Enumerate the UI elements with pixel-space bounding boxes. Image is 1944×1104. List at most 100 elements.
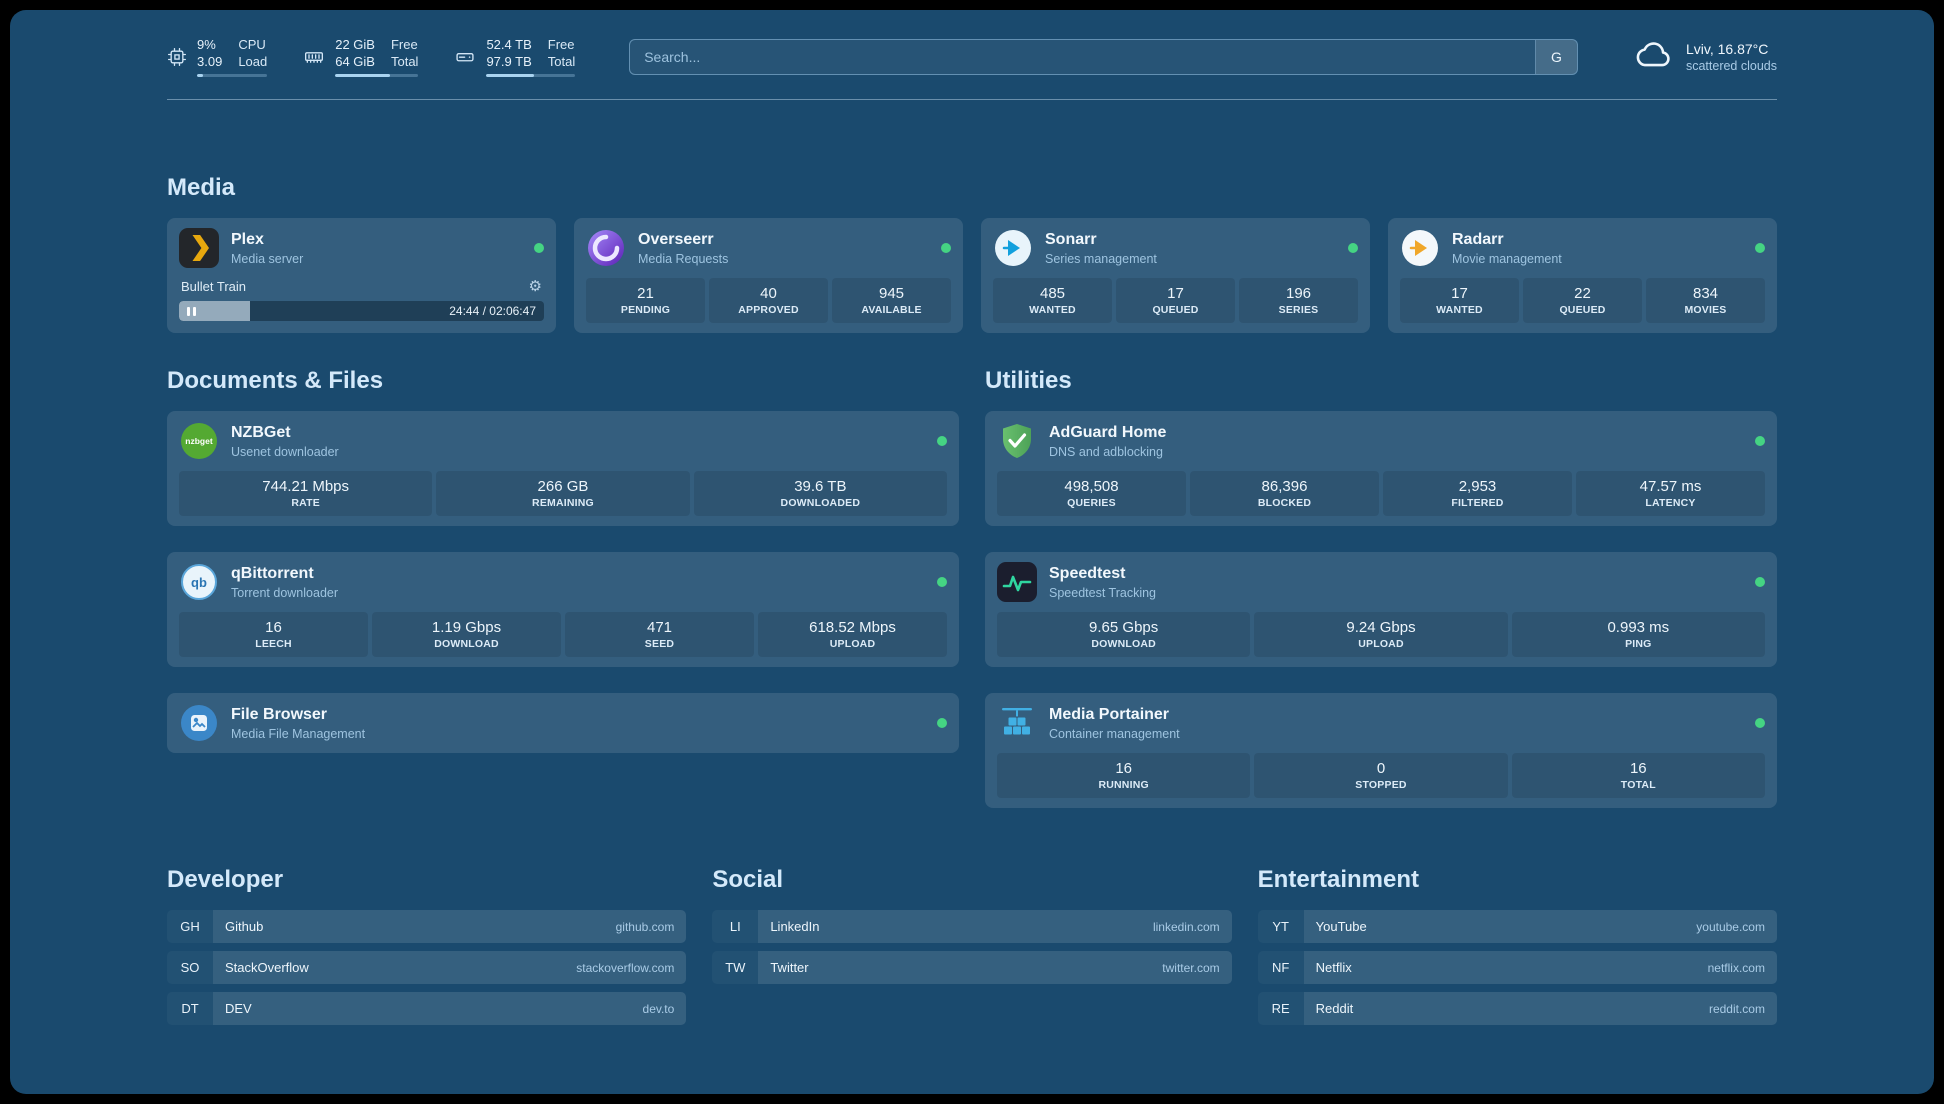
cloud-icon bbox=[1632, 37, 1674, 76]
bookmark-abbr: DT bbox=[167, 992, 213, 1025]
plex-icon bbox=[179, 228, 219, 268]
stat-queued: 17 QUEUED bbox=[1116, 278, 1235, 323]
service-card-radarr[interactable]: Radarr Movie management 17 WANTED 22 QUEUE… bbox=[1388, 218, 1777, 333]
status-dot bbox=[534, 243, 544, 253]
disk-progress-bar bbox=[486, 74, 576, 77]
stat-download: 1.19 Gbps DOWNLOAD bbox=[372, 612, 561, 657]
weather-widget: Lviv, 16.87°C scattered clouds bbox=[1632, 37, 1777, 76]
service-name: AdGuard Home bbox=[1049, 423, 1167, 441]
bookmark-name: Netflix bbox=[1315, 960, 1352, 975]
bookmark-name: Github bbox=[225, 919, 264, 934]
bookmark-url: github.com bbox=[615, 919, 675, 934]
cpu-widget: 9% 3.09 CPU Load bbox=[167, 36, 268, 77]
service-desc: Media server bbox=[231, 251, 304, 266]
stat-download: 9.65 Gbps DOWNLOAD bbox=[997, 612, 1251, 657]
service-desc: Movie management bbox=[1452, 251, 1562, 266]
service-card-nzbget[interactable]: nzbget NZBGet Usenet downloader 744.21 M… bbox=[167, 411, 959, 526]
stat-ping: 0.993 ms PING bbox=[1511, 612, 1765, 657]
qbittorrent-icon: qb bbox=[179, 562, 219, 602]
section-title-entertainment: Entertainment bbox=[1257, 866, 1420, 893]
bookmark-url: netflix.com bbox=[1707, 960, 1765, 975]
disk-label: Free bbox=[547, 37, 575, 52]
adguard-icon bbox=[997, 421, 1037, 461]
service-card-overseerr[interactable]: Overseerr Media Requests 21 PENDING 40 APP… bbox=[574, 218, 963, 333]
stat-blocked: 86,396 BLOCKED bbox=[1190, 471, 1379, 516]
status-dot bbox=[1755, 577, 1765, 587]
bookmark-stackoverflow[interactable]: SO StackOverflow stackoverflow.com bbox=[167, 951, 687, 984]
status-dot bbox=[1755, 718, 1765, 728]
status-dot bbox=[1348, 243, 1358, 253]
bookmark-reddit[interactable]: RE Reddit reddit.com bbox=[1257, 992, 1777, 1025]
bookmark-abbr: NF bbox=[1257, 951, 1304, 984]
bookmark-github[interactable]: GH Github github.com bbox=[167, 910, 687, 943]
playback-progress-bar[interactable]: 24:44 / 02:06:47 bbox=[179, 301, 544, 321]
stat-total: 16 TOTAL bbox=[1511, 753, 1765, 798]
stat-running: 16 RUNNING bbox=[997, 753, 1251, 798]
service-name: Speedtest bbox=[1049, 564, 1126, 582]
disk-total: 97.9 TB bbox=[486, 54, 532, 69]
memory-label: Free bbox=[390, 37, 418, 52]
service-card-plex[interactable]: Plex Media server Bullet Train ⚙ bbox=[167, 218, 556, 333]
top-bar: 9% 3.09 CPU Load bbox=[167, 10, 1777, 77]
memory-icon bbox=[303, 47, 325, 67]
service-name: File Browser bbox=[231, 705, 328, 723]
now-playing-title: Bullet Train bbox=[181, 278, 247, 294]
bookmark-url: youtube.com bbox=[1696, 919, 1765, 934]
stat-rate: 744.21 Mbps RATE bbox=[179, 471, 433, 516]
stat-queries: 498,508 QUERIES bbox=[997, 471, 1186, 516]
memory-total: 64 GiB bbox=[335, 54, 375, 69]
weather-location: Lviv, 16.87°C bbox=[1685, 40, 1769, 57]
search-input[interactable] bbox=[630, 39, 1535, 74]
stat-stopped: 0 STOPPED bbox=[1254, 753, 1508, 798]
section-media: Media Plex Media server bbox=[167, 174, 1777, 333]
status-dot bbox=[937, 718, 947, 728]
bookmark-twitter[interactable]: TW Twitter twitter.com bbox=[712, 951, 1232, 984]
status-dot bbox=[1755, 243, 1765, 253]
stat-approved: 40 APPROVED bbox=[709, 278, 828, 323]
weather-condition: scattered clouds bbox=[1685, 58, 1777, 73]
dashboard-page: 9% 3.09 CPU Load bbox=[10, 10, 1934, 1094]
service-name: Sonarr bbox=[1045, 230, 1097, 248]
bookmark-url: stackoverflow.com bbox=[576, 960, 675, 975]
stat-upload: 9.24 Gbps UPLOAD bbox=[1254, 612, 1508, 657]
cpu-load: 3.09 bbox=[197, 54, 223, 69]
section-title-documents: Documents & Files bbox=[167, 367, 384, 394]
pause-icon[interactable] bbox=[187, 306, 196, 316]
bookmark-youtube[interactable]: YT YouTube youtube.com bbox=[1257, 910, 1777, 943]
service-desc: Container management bbox=[1049, 726, 1180, 741]
memory-free: 22 GiB bbox=[335, 37, 375, 52]
service-card-speedtest[interactable]: Speedtest Speedtest Tracking 9.65 Gbps DO… bbox=[985, 552, 1777, 667]
bookmark-url: dev.to bbox=[642, 1001, 675, 1016]
bookmark-dev[interactable]: DT DEV dev.to bbox=[167, 992, 687, 1025]
section-title-media: Media bbox=[167, 174, 236, 201]
stat-upload: 618.52 Mbps UPLOAD bbox=[758, 612, 947, 657]
memory-sublabel: Total bbox=[390, 54, 419, 69]
service-card-sonarr[interactable]: Sonarr Series management 485 WANTED 17 QUE… bbox=[981, 218, 1370, 333]
status-dot bbox=[1755, 436, 1765, 446]
service-desc: DNS and adblocking bbox=[1049, 444, 1163, 459]
memory-widget: 22 GiB 64 GiB Free Total bbox=[303, 36, 419, 77]
topbar-divider bbox=[167, 99, 1777, 100]
section-title-utilities: Utilities bbox=[985, 367, 1072, 394]
bookmark-name: YouTube bbox=[1315, 919, 1367, 934]
service-card-portainer[interactable]: Media Portainer Container management 16 R… bbox=[985, 693, 1777, 808]
service-desc: Series management bbox=[1045, 251, 1157, 266]
service-card-qbittorrent[interactable]: qb qBittorrent Torrent downloader 16 LEEC… bbox=[167, 552, 959, 667]
section-utilities: Utilities AdGuard Home DNS and adblockin… bbox=[985, 367, 1777, 808]
filebrowser-icon bbox=[179, 703, 219, 743]
bookmark-name: LinkedIn bbox=[770, 919, 820, 934]
cpu-label: CPU bbox=[238, 37, 266, 52]
service-card-adguard[interactable]: AdGuard Home DNS and adblocking 498,508 Q… bbox=[985, 411, 1777, 526]
bookmark-group-developer: Developer GH Github github.com SO StackOv… bbox=[167, 866, 687, 1025]
bookmark-group-social: Social LI LinkedIn linkedin.com TW Twitte… bbox=[712, 866, 1232, 1025]
service-card-filebrowser[interactable]: File Browser Media File Management bbox=[167, 693, 959, 753]
cpu-progress-bar bbox=[197, 74, 268, 77]
bookmark-abbr: SO bbox=[167, 951, 213, 984]
search-provider-button[interactable]: G bbox=[1534, 39, 1577, 74]
gear-icon[interactable]: ⚙ bbox=[528, 278, 542, 295]
bookmark-linkedin[interactable]: LI LinkedIn linkedin.com bbox=[712, 910, 1232, 943]
stat-wanted: 17 WANTED bbox=[1400, 278, 1519, 323]
disk-sublabel: Total bbox=[547, 54, 576, 69]
bookmark-netflix[interactable]: NF Netflix netflix.com bbox=[1257, 951, 1777, 984]
plex-now-playing: Bullet Train ⚙ 24:44 / 02:06:47 bbox=[179, 277, 544, 321]
